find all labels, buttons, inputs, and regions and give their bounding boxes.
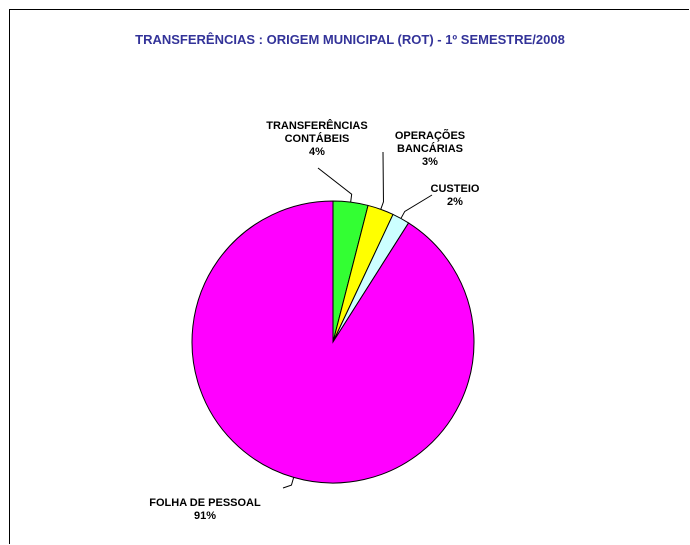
- slice-name: FOLHA DE PESSOAL: [149, 497, 261, 509]
- slice-label: FOLHA DE PESSOAL 91%: [130, 497, 280, 523]
- slice-name: CUSTEIO: [430, 183, 480, 195]
- slice-name: OPERAÇÕES BANCÁRIAS: [394, 130, 466, 155]
- leader-line: [282, 477, 295, 489]
- slice-label: OPERAÇÕES BANCÁRIAS 3%: [380, 130, 480, 169]
- leader-line: [380, 151, 384, 210]
- chart-title: TRANSFERÊNCIAS : ORIGEM MUNICIPAL (ROT) …: [135, 32, 565, 47]
- slice-label: TRANSFERÊNCIAS CONTÁBEIS 4%: [252, 120, 382, 159]
- slice-value: 91%: [193, 510, 217, 522]
- leader-line: [317, 167, 353, 203]
- chart-frame: [9, 9, 689, 544]
- slice-value: 2%: [447, 196, 463, 208]
- pie-slice: [191, 200, 475, 484]
- slice-name: TRANSFERÊNCIAS CONTÁBEIS: [266, 120, 368, 145]
- slice-label: CUSTEIO 2%: [420, 183, 490, 209]
- leader-line: [400, 194, 433, 219]
- slice-value: 4%: [309, 146, 325, 158]
- slice-value: 3%: [422, 156, 438, 168]
